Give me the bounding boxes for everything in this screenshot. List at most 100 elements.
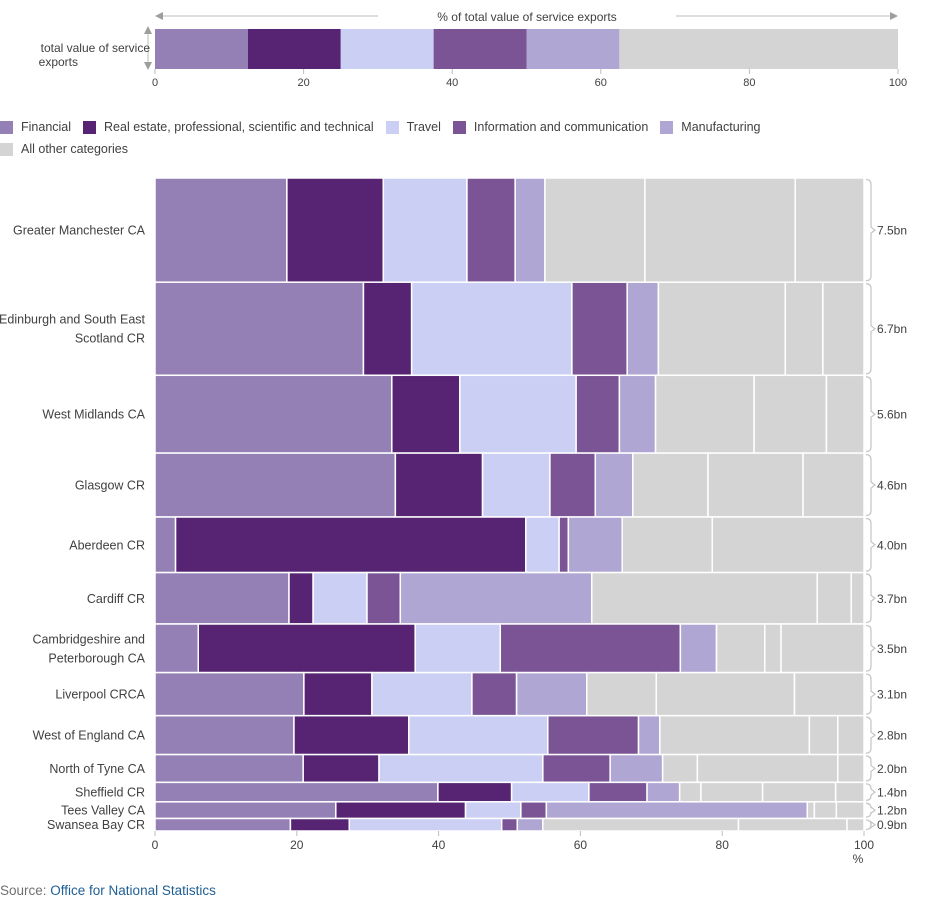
bar-segment (753, 374, 828, 454)
bar-segment (646, 781, 681, 803)
bar-segment (371, 671, 473, 717)
total-brace (865, 673, 877, 715)
total-label: 6.7bn (877, 322, 907, 336)
bar-segment (510, 781, 590, 803)
bar-segment (525, 516, 560, 574)
bar-segment (544, 177, 646, 283)
row-group: 4.0bn (154, 516, 907, 574)
bar-segment (657, 281, 787, 377)
bar-segment (696, 753, 839, 784)
bar-segment (846, 817, 865, 832)
x-tick-label: 80 (743, 77, 755, 89)
bar-segment (520, 801, 548, 820)
bar-segment (586, 671, 658, 717)
bar-segment (437, 781, 513, 803)
bar-segment (312, 571, 368, 625)
bar-segment (822, 281, 865, 377)
category-label: Edinburgh and South East (0, 313, 146, 327)
legend-swatch (0, 142, 13, 156)
source-link[interactable]: Office for National Statistics (50, 883, 216, 898)
bar-segment (174, 516, 527, 574)
total-brace (865, 178, 877, 282)
bar-segment (154, 623, 199, 674)
bar-segment (542, 753, 611, 784)
category-label-line: total value of service (41, 41, 151, 55)
bar-segment (837, 714, 865, 756)
bar-segment (707, 452, 804, 518)
total-label: 3.1bn (877, 688, 907, 702)
bar-segment (678, 781, 702, 803)
bar-segment (289, 817, 351, 832)
legend-label: Manufacturing (681, 120, 761, 134)
bar-segment (499, 623, 682, 674)
legend-swatch (452, 120, 466, 134)
bar-segment (850, 571, 865, 625)
bar-segment (825, 374, 865, 454)
x-axis-arrowhead-right (890, 12, 898, 20)
legend-item: Travel (385, 120, 441, 134)
legend-swatch (0, 120, 13, 134)
bar-segment (526, 29, 620, 69)
bar-segment (515, 671, 588, 717)
row-group: 4.6bn (154, 452, 907, 518)
bar-segment (784, 281, 824, 377)
category-label: Liverpool CRCA (55, 688, 145, 702)
bar-segment (286, 177, 385, 283)
bar-segment (459, 374, 577, 454)
legend-swatch (660, 120, 674, 134)
bar-segment (619, 29, 898, 69)
row-group: 1.2bn (154, 801, 907, 820)
bar-segment (399, 571, 593, 625)
bar-segment (154, 781, 439, 803)
bar-segment (715, 623, 766, 674)
bar-segment (661, 753, 699, 784)
category-label: Aberdeen CR (69, 538, 145, 552)
bar-segment (366, 571, 402, 625)
x-axis-arrowhead-left (155, 12, 163, 20)
legend-label: Financial (21, 120, 72, 134)
bar-segment (816, 571, 852, 625)
bar-segment (433, 29, 527, 69)
total-label: 3.7bn (877, 592, 907, 606)
bar-segment (632, 452, 709, 518)
x-tick-label: 60 (595, 77, 607, 89)
legend-swatch (385, 120, 399, 134)
bar-segment (549, 452, 597, 518)
category-label: West Midlands CA (42, 408, 145, 422)
legend: Financial Real estate, professional, scie… (0, 116, 935, 160)
bar-segment (154, 817, 292, 832)
bar-segment (609, 753, 664, 784)
bar-segment (588, 781, 648, 803)
x-tick-label: 40 (446, 77, 458, 89)
bar-segment (391, 374, 461, 454)
total-label: 7.5bn (877, 224, 907, 238)
total-label: 4.0bn (877, 538, 907, 552)
bar-segment (834, 781, 865, 803)
row-group: 1.4bn (154, 781, 907, 803)
bar-segment (394, 452, 484, 518)
bar-segment (154, 516, 177, 574)
total-brace (865, 716, 877, 754)
bar-segment (247, 29, 341, 69)
bar-segment (590, 571, 818, 625)
legend-item: Financial (0, 120, 71, 134)
category-label: North of Tyne CA (49, 762, 145, 776)
legend-row: All other categories (0, 138, 935, 160)
total-label: 3.5bn (877, 642, 907, 656)
total-brace (865, 283, 877, 375)
bar-segment (835, 801, 865, 820)
bar-segment (567, 516, 623, 574)
legend-item: All other categories (0, 142, 128, 156)
bar-segment (780, 623, 865, 674)
legend-label: Real estate, professional, scientific an… (104, 120, 374, 134)
bar-segment (154, 571, 290, 625)
category-label: Glasgow CR (75, 479, 145, 493)
y-axis-arrowhead-up (144, 26, 152, 34)
bar-segment (154, 374, 393, 454)
category-label: Peterborough CA (48, 651, 145, 665)
category-label: West of England CA (33, 729, 146, 743)
total-brace (865, 624, 877, 672)
legend-label: Travel (406, 120, 441, 134)
bar-segment (575, 374, 621, 454)
